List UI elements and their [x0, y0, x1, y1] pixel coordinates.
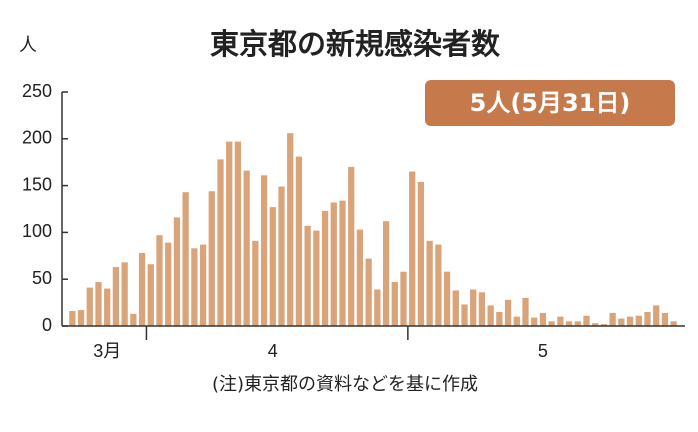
bar	[234, 141, 242, 326]
bar	[539, 312, 547, 326]
bar	[112, 267, 120, 326]
bar	[86, 287, 93, 326]
bar	[443, 271, 451, 326]
bar	[583, 315, 590, 326]
bar	[513, 316, 520, 326]
bar	[313, 230, 320, 326]
bar	[138, 252, 146, 326]
y-tick-label: 100	[22, 221, 52, 241]
bar	[295, 156, 303, 326]
bar	[487, 305, 494, 326]
bar	[374, 289, 381, 326]
bar	[147, 264, 154, 326]
bar	[77, 310, 85, 326]
bar	[661, 312, 669, 326]
bar	[496, 311, 503, 326]
bar	[165, 242, 172, 326]
y-tick-label: 200	[22, 128, 52, 148]
bar	[452, 290, 459, 326]
bar	[644, 311, 651, 326]
x-tick-label: 5	[538, 341, 548, 361]
bar	[478, 292, 486, 326]
bar	[191, 248, 198, 326]
y-tick-label: 250	[22, 81, 52, 101]
badge: 5人(5月31日)	[470, 89, 631, 117]
bar	[278, 186, 285, 326]
y-tick-label: 150	[22, 174, 52, 194]
bar	[557, 316, 564, 326]
bar	[504, 299, 512, 326]
bar	[104, 288, 111, 326]
bar	[548, 321, 555, 326]
x-tick-label: 3月	[93, 341, 121, 361]
bar	[426, 240, 433, 326]
bar	[356, 229, 364, 326]
bar	[435, 244, 442, 326]
bar	[339, 200, 346, 326]
note: (注)東京都の資料などを基に作成	[212, 374, 478, 395]
bar	[600, 324, 608, 326]
bar	[531, 317, 538, 326]
bar	[304, 225, 311, 326]
y-tick-label: 50	[32, 268, 52, 288]
bar	[470, 289, 477, 326]
bar	[626, 316, 634, 326]
bar	[182, 192, 189, 326]
bar	[199, 244, 207, 326]
bar	[269, 207, 276, 326]
bar	[130, 313, 137, 326]
bar	[609, 312, 616, 326]
bar	[226, 141, 233, 326]
bar	[156, 235, 163, 326]
bar	[565, 321, 573, 326]
bar	[653, 305, 660, 326]
y-tick-label: 0	[42, 315, 52, 335]
bar	[69, 311, 76, 326]
bar	[635, 315, 642, 326]
bar	[391, 282, 398, 326]
bar	[382, 221, 390, 326]
bar	[618, 318, 625, 326]
bar	[260, 175, 268, 326]
bar	[208, 191, 215, 326]
bar	[121, 262, 128, 326]
bar	[287, 133, 294, 326]
bar	[252, 240, 259, 326]
x-tick-label: 4	[268, 341, 278, 361]
chart-title: 東京都の新規感染者数	[210, 27, 501, 61]
y-unit: 人	[19, 35, 37, 56]
bar	[522, 297, 529, 326]
badge-box	[425, 80, 675, 126]
bar	[243, 170, 250, 326]
bar	[670, 321, 677, 326]
bar	[173, 217, 181, 326]
bar	[461, 304, 468, 326]
bar	[348, 166, 355, 326]
bar	[217, 159, 224, 326]
bar	[321, 210, 329, 326]
bar	[417, 181, 425, 326]
bar	[574, 321, 581, 326]
bar	[592, 323, 599, 326]
bar	[409, 171, 416, 326]
bar	[400, 271, 407, 326]
bar	[365, 258, 372, 326]
bar	[330, 202, 337, 326]
bar	[95, 282, 102, 326]
